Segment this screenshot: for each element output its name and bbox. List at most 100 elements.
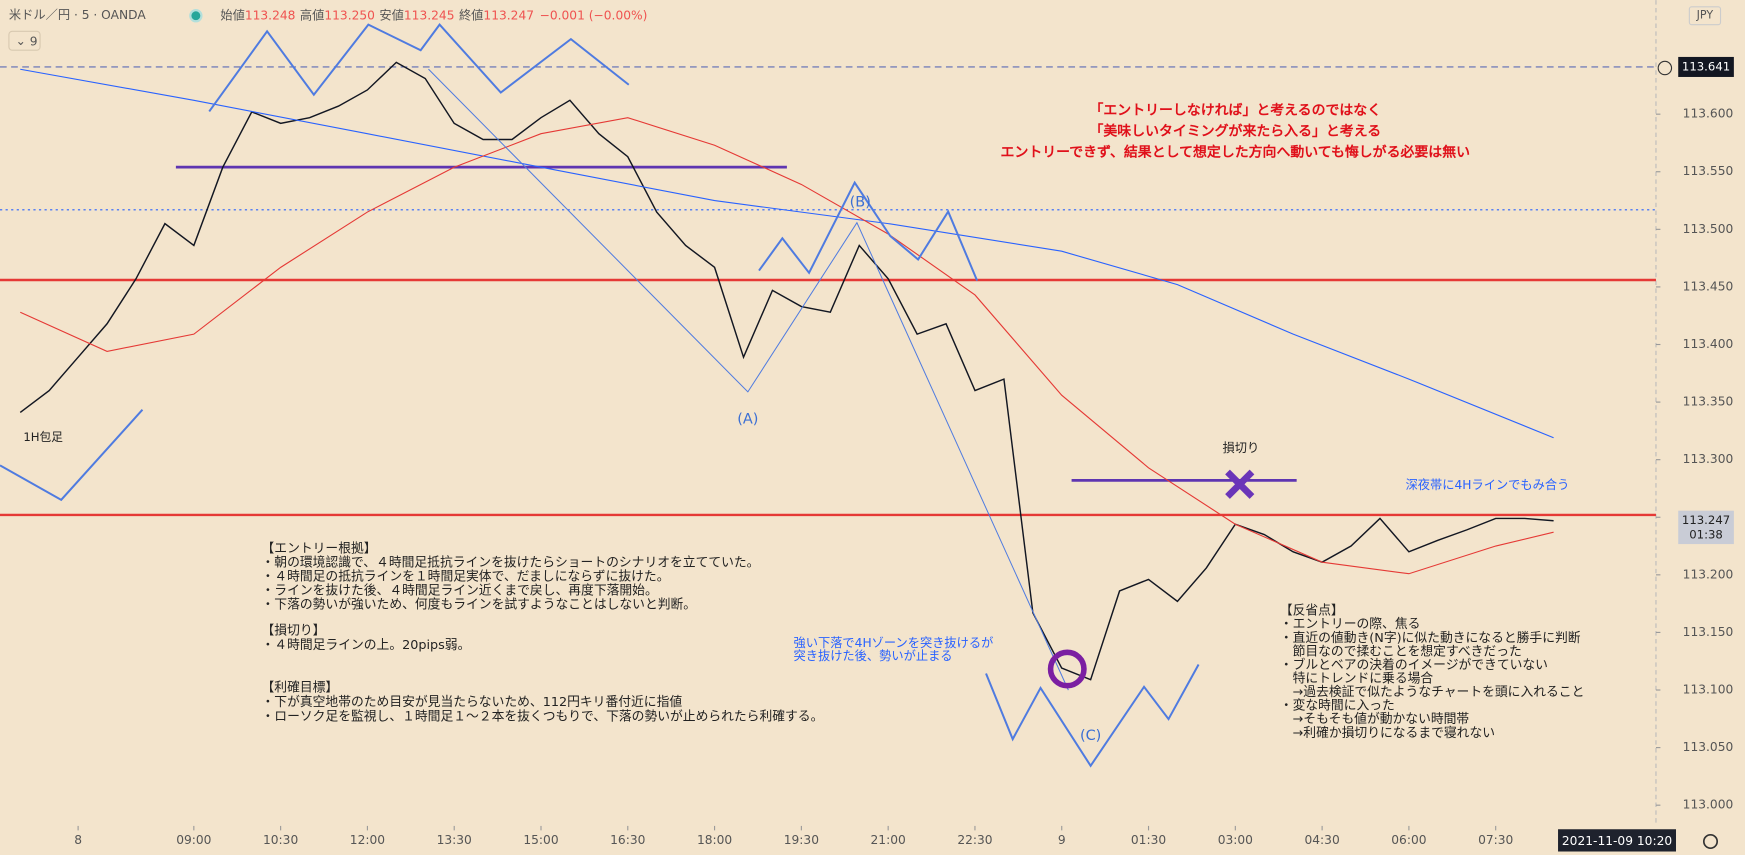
value: 113.250 [324,8,375,22]
currency[interactable]: JPY [1696,9,1714,22]
x-tick-label: 09:00 [176,833,211,847]
note-line: ・朝の環境認識で、４時間足抵抗ラインを抜けたらショートのシナリオを立てていた。 [262,554,760,570]
price-line [20,117,1554,575]
note-line: ・４時間足ラインの上。20pips弱。 [262,638,471,653]
label: 安値 [379,7,403,22]
zigzag [985,664,1200,768]
wave-label: (B) [850,195,871,211]
x-tick-label: 22:30 [957,833,992,847]
currency-box[interactable] [1688,6,1722,26]
value: 113.245 [404,8,455,22]
y-tick-label: 113.400 [1683,337,1734,351]
value: 113.248 [245,8,296,22]
price-tag [1678,56,1734,77]
count[interactable]: 9 [30,34,38,48]
label: 始値 [220,7,244,22]
annotation: 深夜帯に4Hラインでもみ合う [1406,477,1570,492]
price-label: 113.641 [1682,59,1730,73]
y-tick-label: 113.100 [1683,683,1734,697]
annotation: 1H包足 [23,430,63,444]
price-label: 113.247 [1682,513,1730,527]
indicator-toggle[interactable] [8,30,41,51]
y-tick-label: 113.050 [1683,740,1734,754]
x-tick-label: 21:00 [871,833,906,847]
add-alert[interactable] [1657,60,1673,76]
y-tick-label: 113.150 [1683,625,1734,639]
plot-area: 113.000 113.050 113.100 113.150 113.200 113.2… [0,56,1734,847]
y-tick-label: 113.450 [1683,279,1734,293]
wave-label: (A) [737,412,758,428]
note-line: 節目なので揉むことを想定すべきだった [1280,643,1522,659]
price-line [19,61,1554,681]
note-line: →過去検証で似たようなチャートを頭に入れること [1280,685,1585,700]
y-tick-label: 113.350 [1683,395,1734,409]
note-line: ・下落の勢いが強いため、何度もラインを試すようなことはしないと判断。 [262,596,697,612]
note-line: 強い下落で4Hゾーンを突き抜けるが [793,635,993,650]
change: −0.001 (−0.00%) [540,8,648,22]
stop-marker [1225,469,1255,499]
x-tick-label: 07:30 [1478,833,1513,847]
note-line: ・変な時間に入った [1280,698,1395,714]
settings[interactable] [1702,833,1719,850]
notes: 「エントリーしなければ」と考えるのではなく「美味しいタイミングが来たら入る」と考… [262,101,1585,740]
note-line: ・下が真空地帯のため目安が見当たらないため、112円キリ番付近に指値 [262,694,683,710]
status-dot [189,9,203,23]
x-tick-label: 03:00 [1218,833,1253,847]
price-sublabel: 01:38 [1689,528,1723,542]
x-tick-label: 8 [74,833,82,847]
x-tick-label: 18:00 [697,833,732,847]
price-tag [1678,510,1734,545]
ohlc: 始値113.248 高値113.250 安値113.245 終値113.247 −0.0… [220,7,647,22]
x-tick-label: 13:30 [437,833,472,847]
wave-drawings [0,23,1200,768]
x-tick-label: 06:00 [1391,833,1426,847]
wave-line [428,68,1069,691]
y-tick-label: 113.000 [1683,798,1734,812]
label: 高値 [300,7,324,22]
note-line: 突き抜けた後、勢いが止まる [793,648,952,663]
note-line: ・ラインを抜けた後、４時間足ライン近くまで戻し、再度下落開始。 [262,582,658,598]
x-tick-label: 19:30 [784,833,819,847]
note-line: ・エントリーの際、焦る [1280,617,1421,632]
cross [1225,469,1255,499]
note-line: ・直近の値動き(N字)に似た動きになると勝手に判断 [1280,630,1581,646]
note-line: エントリーできず、結果として想定した方向へ動いても悔しがる必要は無い [1001,144,1471,161]
entry-marker [1047,649,1087,689]
x-tick-label: 12:00 [350,833,385,847]
x-tick-label: 01:30 [1131,833,1166,847]
annotation: 損切り [1223,440,1260,455]
zigzag [758,180,979,281]
symbol: 米ドル／円 · 5 · OANDA [9,8,146,22]
x-tick-label: 16:30 [610,833,645,847]
x-tick-label: 10:30 [263,833,298,847]
price-line [20,68,1554,439]
note-line: ・ブルとベアの決着のイメージができていない [1280,657,1548,673]
indicator-count[interactable]: ⌄ 9 [16,34,38,48]
datetime-box [1558,829,1677,852]
datetime: 2021-11-09 10:20 [1562,834,1672,848]
note-line: 特にトレンドに乗る場合 [1280,672,1434,687]
note-line: 「美味しいタイミングが来たら入る」と考える [1089,122,1381,139]
note-line: 【エントリー根拠】 [262,541,377,556]
note-line: 【損切り】 [262,624,326,639]
label: 終値 [459,7,483,22]
y-tick-label: 113.200 [1683,567,1734,581]
note-line: →利確か損切りになるまで寝れない [1280,725,1495,741]
zigzag [208,23,630,113]
note-line: →そもそも値が動かない時間帯 [1280,711,1470,727]
y-tick-label: 113.550 [1683,164,1734,178]
value: 113.247 [483,8,534,22]
y-tick-label: 113.600 [1683,107,1734,121]
x-tick-label: 9 [1058,833,1066,847]
y-tick-label: 113.300 [1683,452,1734,466]
note-line: 【利確目標】 [262,679,339,695]
note-line: 【反省点】 [1280,604,1344,619]
x-tick-label: 15:00 [523,833,558,847]
x-tick-label: 04:30 [1304,833,1339,847]
note-line: ・４時間足の抵抗ラインを１時間足実体で、だましにならずに抜けた。 [262,568,670,584]
note-line: ・ローソク足を監視し、１時間足１～２本を抜くつもりで、下落の勢いが止められたら利… [262,708,824,724]
y-tick-label: 113.500 [1683,222,1734,236]
wave-label: (C) [1080,728,1101,744]
